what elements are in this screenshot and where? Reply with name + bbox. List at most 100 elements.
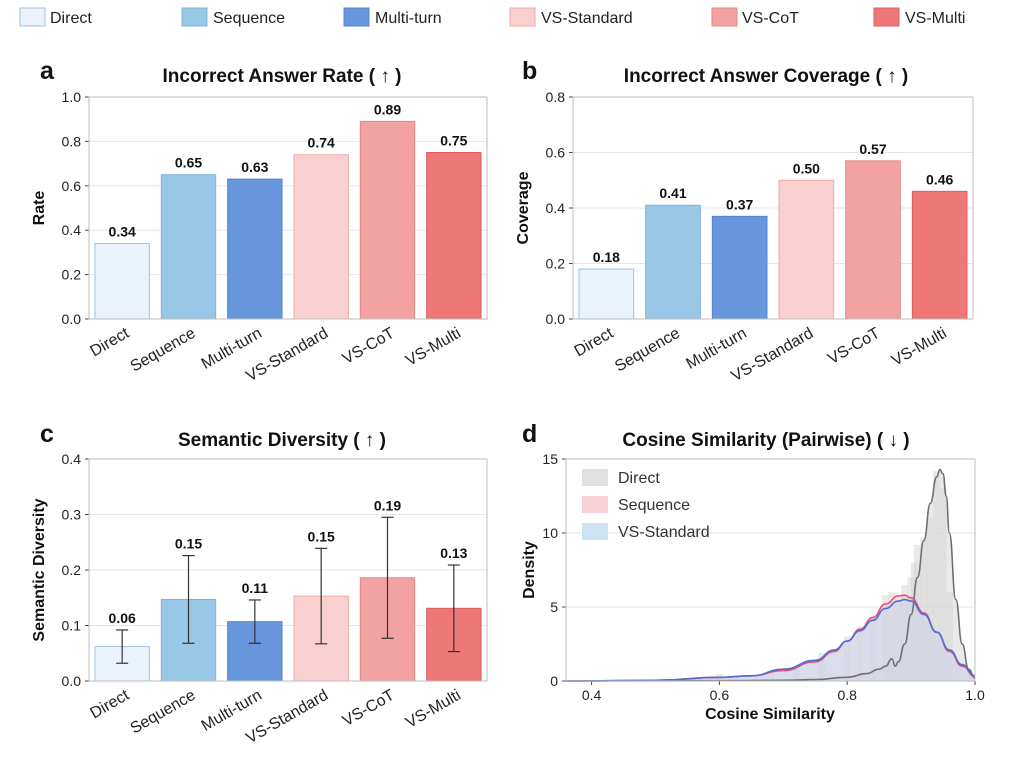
bar-multi-turn: [227, 178, 283, 320]
category-label: Direct: [572, 324, 617, 360]
density-legend-swatch: [582, 523, 608, 540]
category-label: VS-Multi: [403, 687, 464, 732]
panel-a: a Incorrect Answer Rate ( ↑ ) Rate 0.0 0.…: [31, 57, 488, 385]
value-label: 0.37: [726, 196, 753, 212]
bar-vs-standard: [293, 154, 349, 320]
density-legend-label: Sequence: [618, 497, 690, 514]
bar-vs-cot: [845, 160, 901, 320]
y-tick-label: 0: [550, 673, 558, 689]
plot-frame: [565, 458, 976, 682]
value-label: 0.74: [308, 135, 335, 151]
bar-direct: [94, 243, 150, 320]
legend-swatch-0: [19, 7, 46, 27]
legend-swatch-2: [343, 7, 370, 27]
legend-label-2: Multi-turn: [375, 10, 442, 27]
legend-swatch-3: [509, 7, 536, 27]
bar-vs-cot: [359, 120, 416, 320]
y-tick-label: 0.0: [546, 311, 566, 327]
panel-d-letter: d: [522, 420, 537, 448]
category-label: Sequence: [612, 325, 683, 376]
y-tick-label: 0.4: [62, 451, 82, 467]
value-label: 0.18: [593, 249, 620, 265]
legend-label-1: Sequence: [213, 10, 285, 27]
bar-sequence: [645, 204, 701, 320]
density-line-vs-standard: [565, 598, 976, 682]
value-label: 0.34: [109, 224, 136, 240]
y-tick-label: 0.4: [62, 222, 82, 238]
bar-sequence: [160, 174, 217, 320]
value-label: 0.46: [926, 171, 953, 187]
y-tick-label: 0.1: [62, 618, 82, 634]
y-tick-label: 5: [550, 599, 558, 615]
bar-vs-standard: [778, 179, 835, 320]
panel-b-letter: b: [522, 57, 537, 85]
panel-c-title: Semantic Diversity ( ↑ ): [178, 430, 386, 451]
panel-a-ylabel: Rate: [31, 191, 48, 226]
category-label: VS-Multi: [889, 325, 950, 370]
x-tick-label: 0.8: [837, 687, 857, 703]
legend-label-4: VS-CoT: [742, 10, 799, 27]
value-label: 0.89: [374, 101, 401, 117]
y-tick-label: 0.8: [62, 133, 82, 149]
value-label: 0.06: [109, 610, 136, 626]
y-tick-label: 0.2: [546, 256, 566, 272]
legend-label-0: Direct: [50, 10, 92, 27]
y-tick-label: 0.3: [62, 507, 82, 523]
panel-d-plot: 0 5 10 15 0.4 0.6 0.8 1.0 Direct Sequence VS-Stand…: [542, 451, 985, 703]
legend-label-3: VS-Standard: [541, 10, 633, 27]
density-line-direct: [565, 468, 976, 682]
plot-frame: [88, 96, 488, 320]
panel-d-xlabel: Cosine Similarity: [705, 706, 835, 723]
x-tick-label: 0.4: [582, 687, 602, 703]
panel-a-letter: a: [40, 57, 55, 85]
density-area-vs-standard: [566, 599, 975, 681]
y-tick-label: 0.0: [62, 311, 82, 327]
y-tick-label: 0.2: [62, 562, 82, 578]
panel-d-title: Cosine Similarity (Pairwise) ( ↓ ): [622, 430, 909, 451]
legend-swatch-5: [873, 7, 900, 27]
y-tick-label: 0.6: [62, 178, 82, 194]
value-label: 0.65: [175, 155, 202, 171]
x-tick-label: 0.6: [710, 687, 730, 703]
category-label: VS-CoT: [340, 325, 398, 368]
category-label: VS-Multi: [403, 325, 464, 370]
legend: Direct Sequence Multi-turn VS-Standard VS-Co…: [19, 7, 965, 27]
category-label: Sequence: [128, 325, 199, 376]
value-label: 0.75: [440, 133, 467, 149]
category-label: Direct: [87, 686, 132, 722]
plot-frame: [572, 96, 974, 320]
value-label: 0.15: [175, 536, 202, 552]
legend-swatch-1: [181, 7, 208, 27]
bar-direct: [578, 268, 635, 320]
panel-c-ylabel: Semantic Diversity: [31, 498, 48, 641]
y-tick-label: 1.0: [62, 89, 82, 105]
value-label: 0.41: [659, 185, 686, 201]
x-tick-label: 1.0: [965, 687, 985, 703]
panel-b: b Incorrect Answer Coverage ( ↑ ) Covera…: [515, 57, 974, 385]
value-label: 0.63: [241, 159, 268, 175]
category-label: VS-CoT: [825, 325, 883, 368]
bar-multi-turn: [711, 215, 768, 320]
panel-b-title: Incorrect Answer Coverage ( ↑ ): [624, 66, 908, 87]
value-label: 0.15: [308, 528, 335, 544]
density-legend-swatch: [582, 469, 608, 486]
bar-vs-multi: [426, 152, 482, 320]
value-label: 0.19: [374, 497, 401, 513]
panel-b-plot: 0.0 0.2 0.4 0.6 0.8 0.18 Direct 0.41 Sequence 0.3…: [546, 89, 974, 385]
category-label: Sequence: [128, 687, 199, 738]
plot-frame: [88, 458, 488, 682]
category-label: Direct: [87, 324, 132, 360]
panel-d: d Cosine Similarity (Pairwise) ( ↓ ) Den…: [521, 420, 985, 723]
panel-c-letter: c: [40, 420, 54, 448]
density-legend-label: VS-Standard: [618, 524, 710, 541]
value-label: 0.50: [793, 160, 820, 176]
bar-vs-multi: [911, 190, 968, 320]
panel-b-ylabel: Coverage: [515, 171, 532, 244]
panel-a-title: Incorrect Answer Rate ( ↑ ): [163, 66, 402, 87]
density-legend-label: Direct: [618, 470, 660, 487]
y-tick-label: 0.6: [546, 145, 566, 161]
density-legend-swatch: [582, 496, 608, 513]
y-tick-label: 0.2: [62, 267, 82, 283]
value-label: 0.13: [440, 545, 467, 561]
